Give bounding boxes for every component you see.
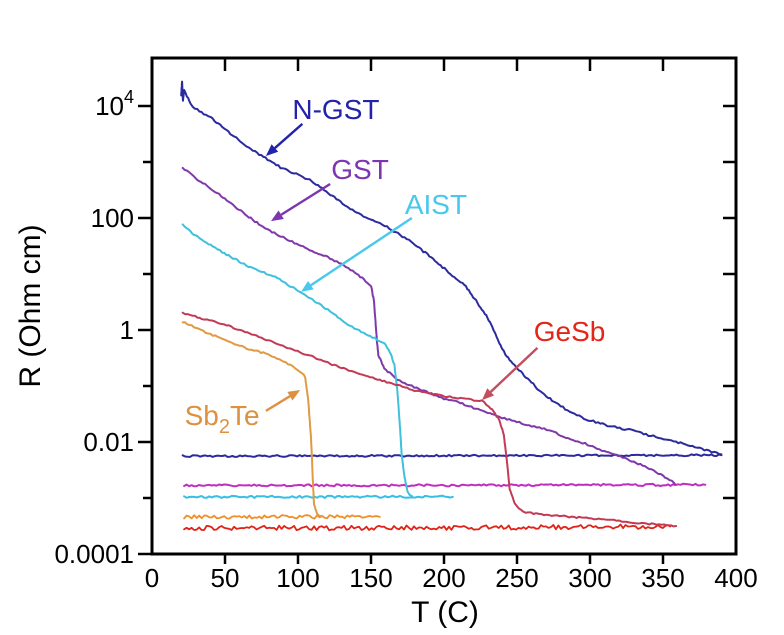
series-group (180, 80, 723, 532)
annotation-arrowhead-gst (271, 210, 284, 222)
y-axis-title: R (Ohm cm) (14, 224, 47, 387)
plot-frame (150, 56, 738, 556)
y-tick-label: 0.0001 (54, 539, 134, 569)
y-tick-labels: 104 100 1 0.01 0.0001 (54, 87, 134, 569)
annotation-arrow-line-sb2te (265, 395, 291, 412)
series-aist-heating (181, 223, 413, 498)
y-tick-label: 0.01 (83, 427, 134, 457)
series-ngst-amorphous-heating (180, 80, 723, 456)
curve-label-ngst: N-GST (292, 94, 379, 125)
x-tick-label: 150 (349, 563, 392, 593)
series-sb2te-crystalline (183, 514, 381, 520)
x-tick-label: 0 (145, 563, 159, 593)
curve-label-sb2te: Sb2Te (185, 400, 260, 438)
curve-annotations: N-GST GST AIST GeSb Sb2Te (185, 94, 606, 438)
series-gst-heating (181, 166, 676, 485)
annotation-arrowhead-ngst (265, 144, 279, 156)
annotation-arrowhead-sb2te (287, 390, 301, 401)
annotation-arrow-line-gesb (489, 346, 539, 393)
x-tick-label: 200 (422, 563, 465, 593)
annotation-arrow-line-ngst (274, 122, 304, 149)
series-gesb-crystalline (183, 523, 672, 532)
series-gst-crystalline (183, 482, 707, 488)
series-aist-crystalline (183, 494, 454, 499)
x-tick-label: 300 (568, 563, 611, 593)
x-tick-label: 250 (495, 563, 538, 593)
axis-ticks (138, 59, 735, 564)
annotation-arrowhead-aist (300, 281, 314, 292)
curve-label-gesb: GeSb (534, 316, 606, 347)
x-tick-labels: 0 50 100 150 200 250 300 350 400 (145, 563, 758, 593)
series-ngst-crystalline (181, 453, 723, 458)
y-tick-label: 104 (95, 87, 134, 121)
curve-label-gst: GST (331, 154, 389, 185)
y-tick-label: 100 (91, 203, 134, 233)
x-tick-label: 350 (641, 563, 684, 593)
x-tick-label: 50 (211, 563, 240, 593)
annotation-arrow-line-gst (280, 183, 331, 216)
x-tick-label: 100 (276, 563, 319, 593)
annotation-arrowhead-gesb (482, 388, 495, 401)
series-gesb-heating (181, 311, 678, 528)
series-sb2te-heating (181, 321, 323, 518)
x-tick-label: 400 (714, 563, 757, 593)
y-tick-label: 1 (120, 315, 134, 345)
x-axis-title: T (C) (411, 596, 479, 629)
curve-label-aist: AIST (405, 189, 467, 220)
annotation-arrow-line-aist (310, 217, 413, 287)
